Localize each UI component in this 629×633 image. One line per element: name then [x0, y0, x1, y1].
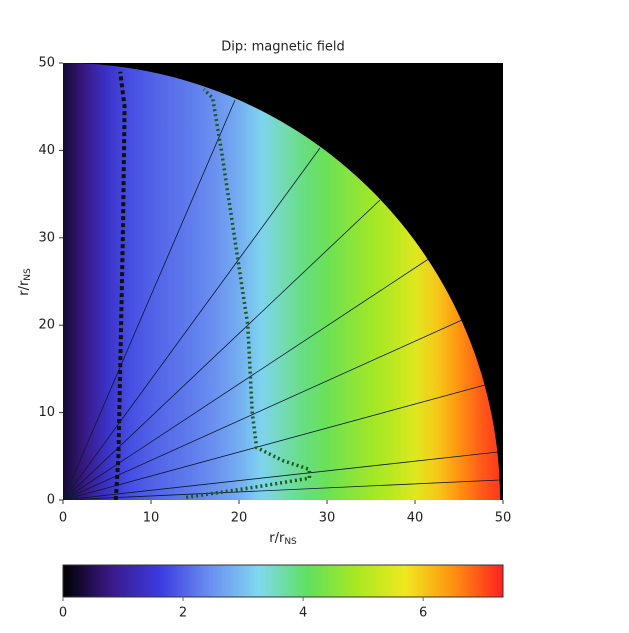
heat-stripe [261, 63, 284, 500]
heat-stripe [63, 63, 86, 500]
y-tick-label: 10 [38, 405, 55, 420]
x-tick-label: 30 [319, 511, 336, 526]
heat-stripe [239, 63, 262, 500]
y-tick-label: 50 [38, 56, 55, 71]
x-axis-label-main: r/r [269, 531, 285, 546]
field-lines [63, 99, 500, 500]
x-tick-label: 20 [231, 511, 248, 526]
heat-stripe [217, 63, 240, 500]
contour [113, 71, 127, 500]
y-tick-label: 0 [47, 493, 55, 508]
colorbar-tick-label: 4 [299, 606, 307, 621]
contours [113, 71, 312, 500]
heat-stripe [173, 63, 196, 500]
heat-stripe [151, 63, 174, 500]
heat-stripe [85, 63, 108, 500]
x-axis-label: r/rNS [269, 531, 297, 547]
colorbar-gradient [62, 564, 504, 598]
chart-title: Dip: magnetic field [221, 40, 345, 55]
x-tick-label: 10 [143, 511, 160, 526]
y-axis-label-sub: NS [23, 268, 33, 281]
y-tick-label: 20 [38, 318, 55, 333]
y-tick-label: 30 [38, 230, 55, 245]
heat-stripe [129, 63, 152, 500]
y-axis-label: r/rNS [17, 268, 33, 296]
colorbar-tick-label: 2 [179, 606, 187, 621]
heat-stripe [107, 63, 130, 500]
x-tick-label: 50 [495, 511, 512, 526]
x-axis-label-sub: NS [284, 537, 297, 547]
y-axis-label-main: r/r [17, 280, 32, 296]
x-tick-label: 0 [59, 511, 67, 526]
y-tick-label: 40 [38, 143, 55, 158]
heat-stripe [195, 63, 218, 500]
colorbar: 0 2 4 6 [59, 564, 504, 621]
x-tick-label: 40 [407, 511, 424, 526]
colorbar-tick-label: 6 [419, 606, 427, 621]
heat-stripe [327, 63, 350, 500]
contour [185, 87, 312, 500]
colorbar-tick-label: 0 [59, 606, 67, 621]
heat-stripe [305, 63, 328, 500]
